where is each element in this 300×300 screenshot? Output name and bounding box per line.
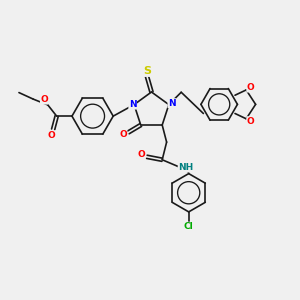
Text: N: N <box>168 99 176 108</box>
Text: O: O <box>247 117 254 126</box>
Text: O: O <box>137 150 145 159</box>
Text: O: O <box>119 130 127 139</box>
Text: O: O <box>48 131 56 140</box>
Text: Cl: Cl <box>184 222 194 231</box>
Text: N: N <box>129 100 136 109</box>
Text: O: O <box>247 83 254 92</box>
Text: NH: NH <box>178 163 194 172</box>
Text: S: S <box>143 66 151 76</box>
Text: O: O <box>40 95 48 104</box>
